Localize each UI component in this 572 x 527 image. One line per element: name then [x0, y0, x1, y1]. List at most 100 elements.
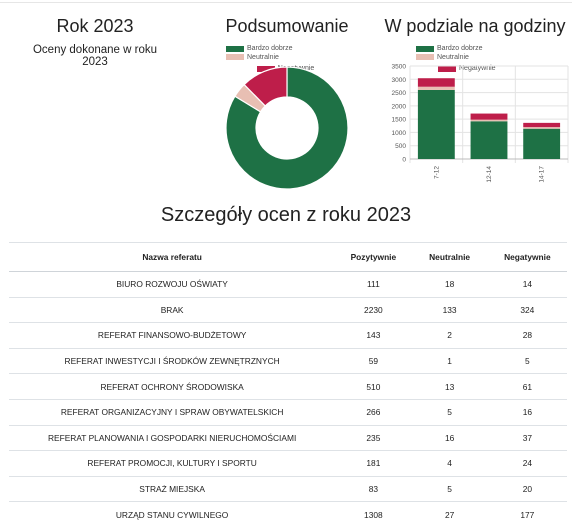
y-tick-label: 500 [395, 143, 406, 150]
bar-segment-negative[interactable] [470, 113, 508, 120]
legend-item-neutral[interactable]: Neutralnie [226, 54, 279, 61]
table-body: BIURO ROZWOJU OŚWIATY 111 18 14 BRAK 2230 133 3… [9, 271, 567, 527]
table-row[interactable]: URZĄD STANU CYWILNEGO 1308 27 177 [9, 501, 567, 527]
cell-name: REFERAT PROMOCJI, KULTURY I SPORTU [9, 450, 336, 477]
cell-name: REFERAT INWESTYCJI I ŚRODKÓW ZEWNĘTRZNYC… [9, 347, 336, 374]
cell-neutral: 133 [411, 296, 488, 323]
cell-negative: 20 [487, 475, 567, 502]
y-tick-label: 2500 [392, 90, 407, 97]
summary-title: Podsumowanie [225, 16, 349, 36]
cell-negative: 324 [487, 296, 567, 323]
cell-negative: 37 [487, 424, 567, 451]
cell-negative: 14 [487, 271, 567, 298]
details-title: Szczegóły ocen z roku 2023 [160, 204, 412, 226]
cell-name: STRAŻ MIEJSKA [9, 475, 336, 502]
cell-name: BIURO ROZWOJU OŚWIATY [9, 271, 336, 298]
cell-neutral: 13 [411, 373, 488, 400]
table-row[interactable]: REFERAT OCHRONY ŚRODOWISKA 510 13 61 [9, 373, 567, 400]
legend-item-positive[interactable]: Bardzo dobrze [226, 45, 293, 52]
y-tick-label: 3000 [392, 77, 407, 84]
cell-name: URZĄD STANU CYWILNEGO [9, 501, 336, 527]
legend-item-neutral[interactable]: Neutralnie [416, 54, 469, 61]
legend-label: Neutralnie [437, 53, 469, 61]
bar-segment-positive[interactable] [470, 121, 508, 159]
cell-neutral: 2 [411, 322, 488, 349]
legend-swatch-positive [226, 45, 244, 52]
legend-label: Bardzo dobrze [437, 45, 483, 52]
table-row[interactable]: REFERAT FINANSOWO-BUDŻETOWY 143 2 28 [9, 322, 567, 349]
bar-segment-negative[interactable] [417, 78, 455, 87]
year-subtitle: Oceny dokonane w roku 2023 [32, 44, 158, 68]
cell-positive: 181 [335, 450, 412, 477]
cell-name: BRAK [9, 296, 336, 323]
legend-swatch-neutral [416, 54, 434, 60]
col-header-negative[interactable]: Negatywnie [487, 242, 567, 272]
cell-negative: 61 [487, 373, 567, 400]
top-divider [0, 2, 572, 3]
bar-segment-positive[interactable] [417, 89, 455, 159]
bar-segment-neutral[interactable] [470, 119, 508, 122]
cell-negative: 24 [487, 450, 567, 477]
cell-positive: 111 [335, 271, 412, 298]
table-row[interactable]: REFERAT ORGANIZACYJNY I SPRAW OBYWATELSK… [9, 398, 567, 426]
year-block: Rok 2023 Oceny dokonane w roku 2023 [20, 16, 170, 68]
y-tick-label: 1000 [392, 130, 407, 137]
col-header-name[interactable]: Nazwa referatu [9, 242, 336, 272]
cell-positive: 1308 [335, 501, 412, 527]
cell-neutral: 18 [411, 271, 488, 298]
bar-segment-neutral[interactable] [523, 127, 561, 129]
y-tick-label: 0 [402, 157, 406, 164]
slice-negative[interactable] [243, 66, 288, 107]
legend-swatch-positive [416, 45, 434, 52]
bar-segment-negative[interactable] [523, 122, 561, 128]
table-row[interactable]: BIURO ROZWOJU OŚWIATY 111 18 14 [9, 271, 567, 298]
cell-name: REFERAT ORGANIZACYJNY I SPRAW OBYWATELSK… [9, 398, 336, 426]
table-header-row: Nazwa referatu Pozytywnie Neutralnie Neg… [9, 242, 567, 272]
legend-swatch-negative [256, 65, 275, 72]
cell-name: REFERAT OCHRONY ŚRODOWISKA [9, 373, 336, 400]
cell-neutral: 5 [411, 398, 488, 426]
bar-segment-positive[interactable] [523, 128, 561, 159]
y-tick-label: 1500 [392, 117, 407, 124]
col-header-neutral[interactable]: Neutralnie [411, 242, 488, 272]
x-tick-label: 7-12 [433, 166, 440, 179]
cell-negative: 177 [487, 501, 567, 527]
legend-swatch-neutral [226, 54, 244, 60]
hours-bar-chart: 0 500 1000 1500 2000 2500 3000 3500 7-12 12-14 14-… [392, 64, 569, 183]
cell-positive: 143 [335, 322, 412, 349]
legend-item-positive[interactable]: Bardzo dobrze [416, 45, 483, 52]
cell-negative: 28 [487, 322, 567, 349]
legend-label: Bardzo dobrze [247, 45, 293, 52]
x-tick-label: 14-17 [539, 166, 546, 183]
cell-neutral: 1 [411, 347, 488, 374]
cell-positive: 59 [335, 347, 412, 374]
summary-donut-chart [225, 66, 349, 190]
table-row[interactable]: STRAŻ MIEJSKA 83 5 20 [9, 475, 567, 502]
cell-positive: 266 [335, 398, 412, 426]
cell-name: REFERAT FINANSOWO-BUDŻETOWY [9, 322, 336, 349]
cell-negative: 16 [487, 398, 567, 426]
year-title: Rok 2023 [56, 16, 134, 36]
cell-name: REFERAT PLANOWANIA I GOSPODARKI NIERUCHO… [9, 424, 336, 451]
cell-neutral: 5 [411, 475, 488, 502]
cell-neutral: 27 [411, 501, 488, 527]
y-tick-label: 2000 [392, 103, 407, 110]
y-tick-label: 3500 [392, 64, 407, 71]
cell-neutral: 4 [411, 450, 488, 477]
table-row[interactable]: REFERAT PROMOCJI, KULTURY I SPORTU 181 4 24 [9, 450, 567, 477]
table-row[interactable]: BRAK 2230 133 324 [9, 296, 567, 323]
legend-swatch-negative [438, 65, 456, 72]
bar-segment-neutral[interactable] [417, 86, 455, 90]
col-header-positive[interactable]: Pozytywnie [335, 242, 412, 272]
table-row[interactable]: REFERAT PLANOWANIA I GOSPODARKI NIERUCHO… [9, 424, 567, 451]
legend-label: Neutralnie [247, 53, 279, 61]
table-row[interactable]: REFERAT INWESTYCJI I ŚRODKÓW ZEWNĘTRZNYC… [9, 347, 567, 374]
slice-positive[interactable] [225, 66, 349, 190]
cell-positive: 83 [335, 475, 412, 502]
x-tick-label: 12-14 [486, 166, 493, 183]
legend-label: Negatywnie [459, 65, 496, 72]
cell-positive: 2230 [335, 296, 412, 323]
hours-legend: Bardzo dobrze Neutralnie Negatywnie [416, 45, 546, 74]
legend-item-negative[interactable]: Negatywnie [438, 65, 496, 72]
cell-positive: 510 [335, 373, 412, 400]
